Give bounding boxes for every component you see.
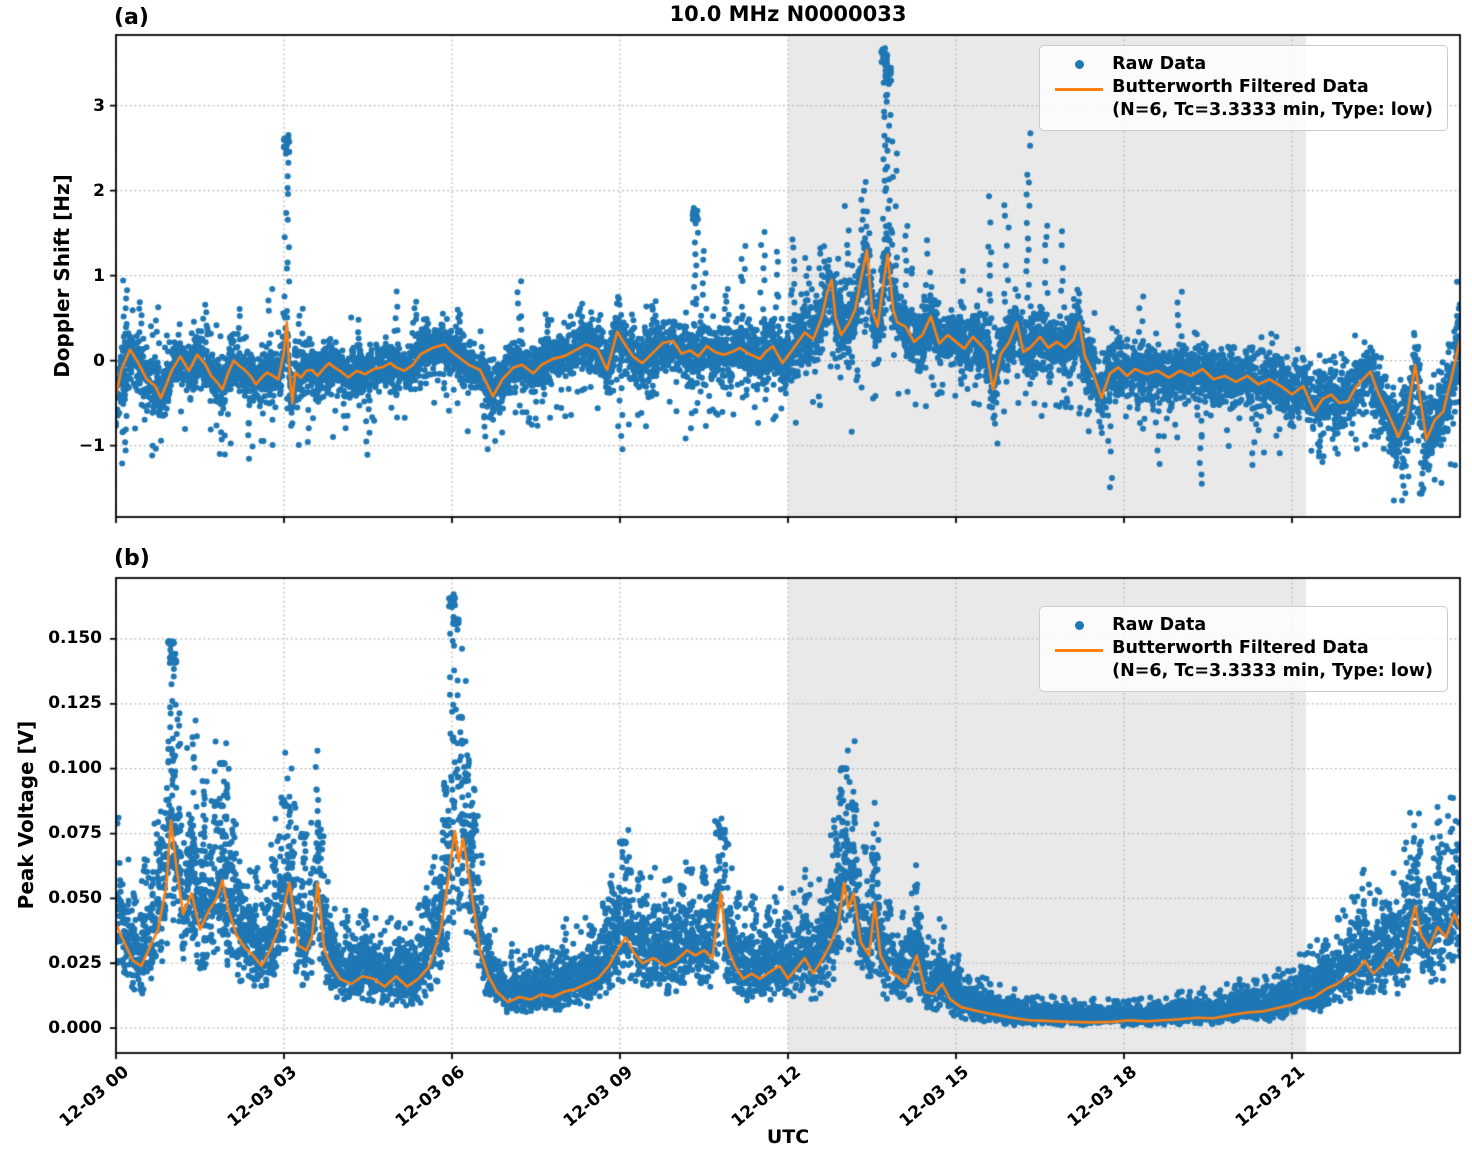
ytick-b-0150: 0.150 bbox=[48, 628, 102, 648]
ytick-b-0100: 0.100 bbox=[48, 758, 102, 778]
legend-filtered-label: Butterworth Filtered Data (N=6, Tc=3.333… bbox=[1112, 637, 1433, 681]
ytick-a-m1: −1 bbox=[78, 436, 105, 456]
raw-data-marker-icon bbox=[1074, 621, 1084, 630]
ytick-a-0: 0 bbox=[93, 351, 105, 371]
legend-raw-label: Raw Data bbox=[1112, 615, 1207, 635]
ytick-a-3: 3 bbox=[93, 96, 105, 116]
panel-a-label: (a) bbox=[114, 5, 149, 30]
legend-item-raw: Raw Data bbox=[1046, 53, 1433, 76]
filtered-line-marker-icon bbox=[1055, 87, 1104, 91]
legend-item-filtered: Butterworth Filtered Data (N=6, Tc=3.333… bbox=[1046, 76, 1433, 122]
raw-data-marker-icon bbox=[1074, 60, 1084, 69]
filtered-line-marker-icon bbox=[1055, 648, 1104, 652]
legend-panel-a: Raw Data Butterworth Filtered Data (N=6,… bbox=[1039, 45, 1448, 132]
ytick-b-0025: 0.025 bbox=[48, 953, 102, 973]
panel-b-label: (b) bbox=[114, 546, 150, 571]
ytick-b-0000: 0.000 bbox=[48, 1018, 102, 1038]
legend-panel-b: Raw Data Butterworth Filtered Data (N=6,… bbox=[1039, 606, 1448, 693]
y-axis-label-voltage: Peak Voltage [V] bbox=[14, 720, 38, 910]
legend-filtered-label: Butterworth Filtered Data (N=6, Tc=3.333… bbox=[1112, 76, 1433, 120]
legend-item-filtered: Butterworth Filtered Data (N=6, Tc=3.333… bbox=[1046, 637, 1433, 683]
figure-title: 10.0 MHz N0000033 bbox=[669, 2, 907, 26]
ytick-a-2: 2 bbox=[93, 181, 105, 201]
ytick-a-1: 1 bbox=[93, 266, 105, 286]
ytick-b-0050: 0.050 bbox=[48, 888, 102, 908]
ytick-b-0075: 0.075 bbox=[48, 823, 102, 843]
ytick-b-0125: 0.125 bbox=[48, 693, 102, 713]
legend-item-raw: Raw Data bbox=[1046, 614, 1433, 637]
legend-raw-label: Raw Data bbox=[1112, 54, 1207, 74]
x-axis-label: UTC bbox=[766, 1126, 810, 1148]
